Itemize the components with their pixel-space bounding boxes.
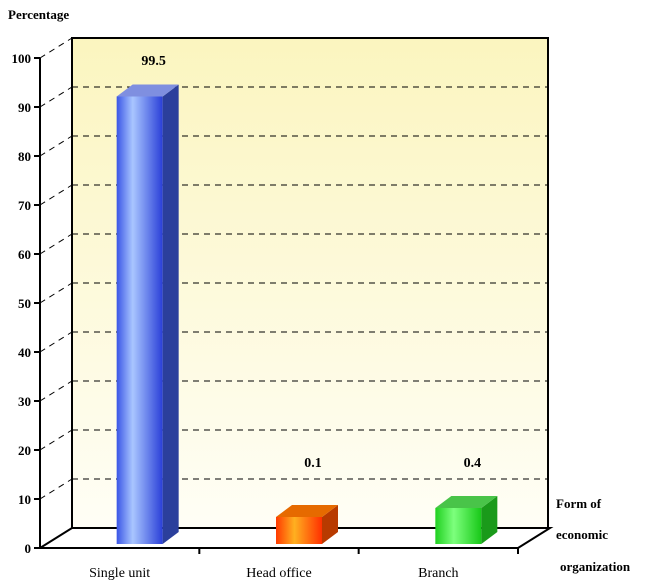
y-axis-title: Percentage xyxy=(8,7,69,22)
gridline-depth xyxy=(39,380,73,402)
data-label: 99.5 xyxy=(141,54,166,69)
x-axis-title: Form of xyxy=(556,496,602,511)
y-tick-label: 80 xyxy=(18,149,31,164)
gridline-depth xyxy=(39,135,73,157)
gridline-depth xyxy=(39,184,73,206)
x-axis-title: organization xyxy=(560,559,631,574)
data-label: 0.1 xyxy=(304,456,322,471)
gridline-depth xyxy=(39,478,73,500)
bar-side xyxy=(322,505,338,544)
y-tick-label: 10 xyxy=(18,492,31,507)
y-tick-label: 100 xyxy=(12,51,32,66)
gridline-depth xyxy=(39,233,73,255)
y-tick-label: 40 xyxy=(18,345,31,360)
bar-side xyxy=(481,496,498,544)
bar-top xyxy=(276,505,338,517)
gridline-depth xyxy=(39,429,73,451)
x-tick-label: Single unit xyxy=(89,566,150,580)
bar-front xyxy=(435,508,482,544)
data-label: 0.4 xyxy=(464,456,482,471)
bar-front xyxy=(276,517,322,544)
bar-side xyxy=(162,84,179,544)
y-tick-label: 0 xyxy=(25,541,32,556)
y-tick-label: 70 xyxy=(18,198,31,213)
bar-top xyxy=(116,84,179,97)
bar-front xyxy=(116,96,163,544)
gridline-depth xyxy=(39,282,73,304)
gridline-depth xyxy=(39,86,73,108)
x-tick-label: Branch xyxy=(418,566,458,580)
y-tick-label: 20 xyxy=(18,443,31,458)
bar-single-unit xyxy=(116,84,179,544)
y-tick-label: 60 xyxy=(18,247,31,262)
gridline-depth xyxy=(39,331,73,353)
y-tick-label: 90 xyxy=(18,100,31,115)
x-axis-title: economic xyxy=(556,527,608,542)
x-tick-label: Head office xyxy=(246,566,311,580)
gridline-depth xyxy=(39,37,73,59)
bar-head-office xyxy=(276,505,338,544)
bar-branch xyxy=(435,496,498,544)
y-tick-label: 30 xyxy=(18,394,31,409)
bar-top xyxy=(435,496,498,508)
y-tick-label: 50 xyxy=(18,296,31,311)
